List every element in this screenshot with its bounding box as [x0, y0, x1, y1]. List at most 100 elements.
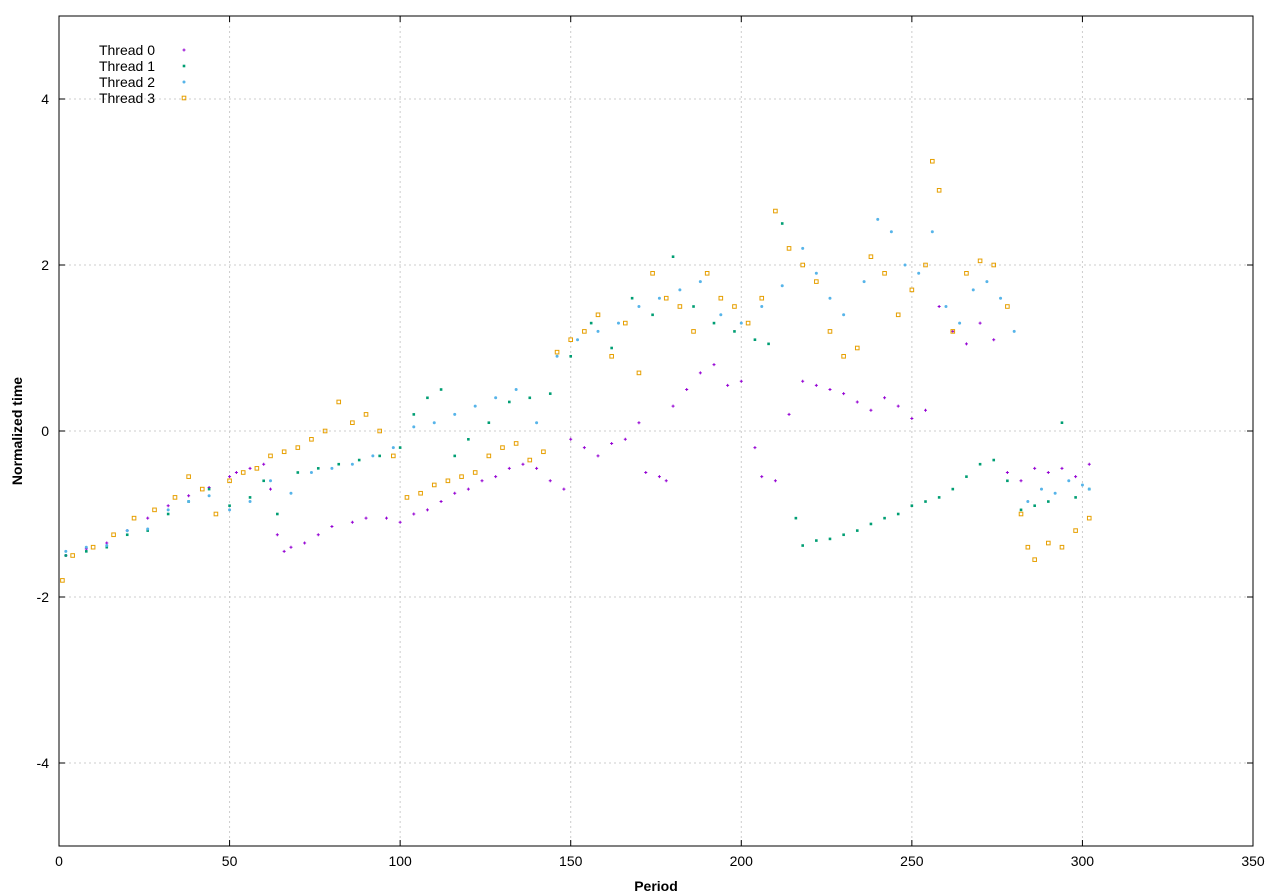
data-point	[494, 396, 498, 400]
data-point	[289, 491, 293, 495]
data-point	[692, 305, 695, 308]
data-point	[268, 453, 273, 459]
data-point	[677, 304, 683, 309]
data-point	[350, 520, 354, 524]
data-point	[801, 544, 804, 547]
data-point	[227, 478, 232, 484]
data-point	[439, 388, 443, 391]
data-point	[991, 262, 997, 268]
data-point	[732, 304, 737, 309]
data-point	[514, 388, 518, 391]
data-point	[992, 458, 996, 462]
data-point	[842, 313, 846, 317]
x-tick-label: 350	[1241, 853, 1265, 869]
y-tick-label: 0	[41, 423, 49, 439]
data-point	[917, 271, 921, 275]
data-point	[276, 512, 279, 516]
data-point	[425, 508, 429, 512]
y-tick-label: -4	[37, 755, 50, 771]
data-point	[582, 446, 586, 450]
data-point	[780, 222, 784, 225]
data-point	[131, 515, 137, 521]
data-point	[494, 475, 498, 479]
data-point	[841, 354, 846, 359]
data-point	[535, 466, 539, 470]
data-point	[248, 500, 252, 504]
grid	[59, 16, 1253, 846]
data-point	[64, 549, 68, 553]
data-point	[472, 470, 478, 475]
data-point	[814, 279, 819, 284]
data-point	[651, 313, 654, 317]
data-point	[1032, 557, 1037, 562]
data-point	[548, 392, 552, 395]
y-tick-label: 2	[41, 257, 49, 273]
data-point	[637, 305, 641, 308]
data-point	[234, 471, 238, 474]
data-point	[589, 321, 593, 325]
data-point	[780, 284, 784, 288]
data-point	[801, 246, 805, 250]
data-point	[950, 329, 956, 334]
data-point	[275, 533, 279, 537]
y-tick-label: 4	[41, 91, 49, 107]
data-point	[739, 379, 743, 383]
data-point	[262, 479, 265, 483]
data-point	[1060, 421, 1064, 424]
data-point	[678, 288, 682, 292]
data-point	[248, 496, 252, 499]
data-point	[398, 446, 402, 449]
data-point	[207, 494, 211, 498]
data-point	[1006, 479, 1009, 483]
data-point	[896, 512, 900, 516]
data-point	[622, 320, 628, 326]
data-point	[951, 329, 955, 333]
data-point	[883, 516, 886, 520]
data-point	[978, 321, 982, 325]
data-point	[1073, 528, 1078, 533]
data-point	[930, 230, 934, 234]
data-point	[281, 449, 287, 455]
data-point	[630, 296, 634, 300]
axis-ticks: 0 50 100 150 200 250 300 350 -4 -2 0 2 4	[37, 16, 1265, 869]
data-point	[664, 479, 668, 483]
data-point	[596, 454, 600, 458]
data-point	[404, 495, 410, 500]
legend-label: Thread 3	[99, 90, 155, 106]
data-points	[60, 158, 1092, 583]
data-point	[521, 462, 525, 466]
data-point	[1067, 479, 1071, 483]
data-point	[418, 490, 423, 496]
data-point	[459, 474, 464, 479]
data-point	[384, 516, 388, 520]
data-point	[527, 457, 533, 463]
data-point	[657, 475, 661, 479]
data-point	[398, 520, 402, 524]
data-point	[282, 549, 286, 553]
data-point	[610, 441, 614, 445]
data-point	[828, 296, 832, 300]
data-point	[978, 462, 982, 466]
data-point	[937, 305, 941, 308]
data-point	[767, 342, 770, 346]
data-point	[371, 454, 375, 458]
data-point	[786, 246, 792, 251]
data-point	[166, 512, 170, 516]
data-point	[453, 454, 457, 458]
data-point	[924, 408, 928, 412]
data-point	[262, 462, 266, 466]
data-point	[569, 355, 573, 358]
data-point	[1046, 471, 1050, 474]
data-point	[146, 516, 150, 520]
data-point	[412, 413, 416, 416]
data-point	[412, 512, 416, 516]
x-tick-label: 100	[388, 853, 412, 869]
data-point	[930, 158, 935, 164]
data-point	[977, 258, 983, 264]
data-point	[64, 554, 68, 557]
x-tick-label: 50	[222, 853, 238, 869]
data-point	[337, 462, 341, 466]
data-point	[254, 466, 260, 471]
data-point	[610, 346, 613, 350]
data-point	[309, 437, 314, 442]
